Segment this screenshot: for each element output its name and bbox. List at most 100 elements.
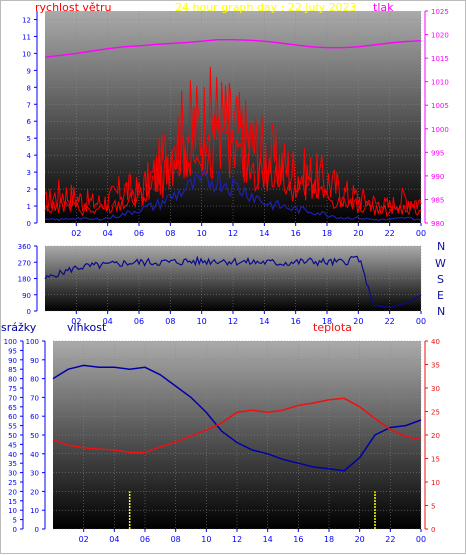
series-wind (44, 114, 422, 218)
humidity-label: vlhkost (67, 321, 107, 334)
humidity-panel-xtick-label: 20 (355, 535, 365, 544)
rain-label: srážky (1, 321, 37, 334)
rain-yaxis-tick-label: 65 (8, 404, 17, 412)
chart-title: 24 hour graph day : 22 July 2023 (175, 1, 357, 14)
direction-panel-xtick-label: 06 (134, 317, 144, 326)
humidity-panel-xtick-label: 08 (171, 535, 181, 544)
wind-speed-label: rychlost větru (35, 1, 112, 14)
rain-yaxis-tick-label: 15 (8, 498, 17, 506)
rain-yaxis-tick-label: 35 (8, 460, 17, 468)
rain-yaxis-tick-label: 70 (8, 394, 17, 402)
humidity-yaxis-tick-label: 60 (30, 413, 39, 421)
rain-yaxis-tick-label: 5 (13, 517, 17, 525)
direction-yaxis-tick-label: 270 (18, 259, 31, 267)
rain-yaxis-tick-label: 85 (8, 366, 17, 374)
direction-yaxis-tick-label: 180 (18, 276, 31, 284)
rain-yaxis-tick-label: 80 (8, 376, 17, 384)
humidity-yaxis-tick-label: 30 (30, 470, 39, 478)
temperature-yaxis-tick-label: 10 (431, 479, 440, 487)
rain-yaxis-tick-label: 30 (8, 470, 17, 478)
rain-yaxis-tick-label: 100 (4, 338, 17, 346)
humidity-yaxis-tick-label: 40 (30, 451, 39, 459)
wind-yaxis-tick-label: 5 (27, 135, 31, 143)
rain-yaxis-tick-label: 0 (13, 526, 17, 534)
rain-yaxis-tick-label: 75 (8, 385, 17, 393)
compass-south: S (437, 273, 444, 286)
wind-panel-xtick-label: 02 (71, 229, 81, 238)
series-gust (44, 66, 422, 215)
direction-panel-xtick-label: 14 (259, 317, 269, 326)
direction-panel-xtick-label: 16 (291, 317, 301, 326)
temperature-yaxis-tick-label: 40 (431, 338, 440, 346)
direction-panel-xtick-label: 12 (228, 317, 238, 326)
wind-yaxis-tick-label: 6 (27, 118, 32, 126)
direction-yaxis-tick-label: 0 (27, 308, 31, 316)
humidity-yaxis-tick-label: 70 (30, 394, 39, 402)
humidity-panel-xtick-label: 22 (385, 535, 395, 544)
temperature-yaxis-tick-label: 5 (431, 503, 435, 511)
direction-panel-xtick-label: 20 (353, 317, 363, 326)
wind-yaxis-tick-label: 1 (27, 203, 31, 211)
rain-yaxis-tick-label: 55 (8, 423, 17, 431)
direction-panel-xtick-label: 08 (165, 317, 175, 326)
series-humidity (52, 364, 422, 472)
wind-yaxis-tick-label: 11 (22, 33, 31, 41)
rain-yaxis-tick-label: 90 (8, 357, 17, 365)
direction-panel-xtick-label: 10 (197, 317, 207, 326)
rain-yaxis-tick-label: 10 (8, 507, 17, 515)
temperature-yaxis-tick-label: 15 (431, 456, 440, 464)
wind-panel-xtick-label: 06 (134, 229, 144, 238)
temperature-yaxis-tick-label: 30 (431, 385, 440, 393)
humidity-yaxis-tick-label: 90 (30, 357, 39, 365)
wind-panel-xtick-label: 20 (353, 229, 363, 238)
pressure-yaxis-tick-label: 1010 (431, 79, 449, 87)
wind-panel-xtick-label: 16 (291, 229, 301, 238)
wind-yaxis-tick-label: 0 (27, 220, 31, 228)
wind-panel-xtick-label: 04 (103, 229, 113, 238)
series-pressure (44, 39, 422, 58)
humidity-panel-xtick-label: 10 (201, 535, 211, 544)
pressure-yaxis-tick-label: 995 (431, 149, 444, 157)
wind-yaxis-tick-label: 4 (27, 152, 32, 160)
humidity-panel-xtick-label: 16 (293, 535, 303, 544)
pressure-yaxis-tick-label: 990 (431, 173, 444, 181)
pressure-yaxis-tick-label: 980 (431, 220, 444, 228)
compass-east: E (437, 289, 444, 302)
humidity-panel-xtick-label: 18 (324, 535, 334, 544)
wind-yaxis-tick-label: 2 (27, 186, 31, 194)
direction-panel-xtick-label: 18 (322, 317, 332, 326)
rain-yaxis-tick-label: 50 (8, 432, 17, 440)
pressure-yaxis-tick-label: 1000 (431, 126, 449, 134)
pressure-yaxis-tick-label: 985 (431, 196, 444, 204)
wind-yaxis-tick-label: 7 (27, 101, 31, 109)
humidity-panel-xtick-label: 14 (263, 535, 273, 544)
temperature-label: teplota (313, 321, 352, 334)
wind-panel-xtick-label: 08 (165, 229, 175, 238)
pressure-label: tlak (373, 1, 394, 14)
series-direction (44, 255, 422, 308)
rain-yaxis-tick-label: 95 (8, 347, 17, 355)
temperature-yaxis-tick-label: 0 (431, 526, 435, 534)
wind-panel-xtick-label: 18 (322, 229, 332, 238)
wind-panel-xtick-label: 00 (416, 229, 426, 238)
series-wind_avg (44, 169, 422, 222)
rain-yaxis-tick-label: 45 (8, 441, 17, 449)
humidity-yaxis-tick-label: 10 (30, 507, 39, 515)
wind-panel-xtick-label: 14 (259, 229, 269, 238)
direction-panel-xtick-label: 22 (385, 317, 395, 326)
compass-west: W (435, 257, 446, 270)
humidity-panel-xtick-label: 04 (109, 535, 119, 544)
direction-panel-xtick-label: 04 (103, 317, 113, 326)
temperature-yaxis-tick-label: 25 (431, 409, 440, 417)
wind-panel-xtick-label: 22 (385, 229, 395, 238)
humidity-yaxis-tick-label: 80 (30, 376, 39, 384)
humidity-panel-xtick-label: 00 (416, 535, 426, 544)
wind-yaxis-tick-label: 10 (22, 50, 31, 58)
direction-yaxis-tick-label: 360 (18, 243, 31, 251)
wind-yaxis-tick-label: 12 (22, 16, 31, 24)
rain-yaxis-tick-label: 25 (8, 479, 17, 487)
temperature-yaxis-tick-label: 20 (431, 432, 440, 440)
pressure-yaxis-tick-label: 1025 (431, 8, 449, 16)
